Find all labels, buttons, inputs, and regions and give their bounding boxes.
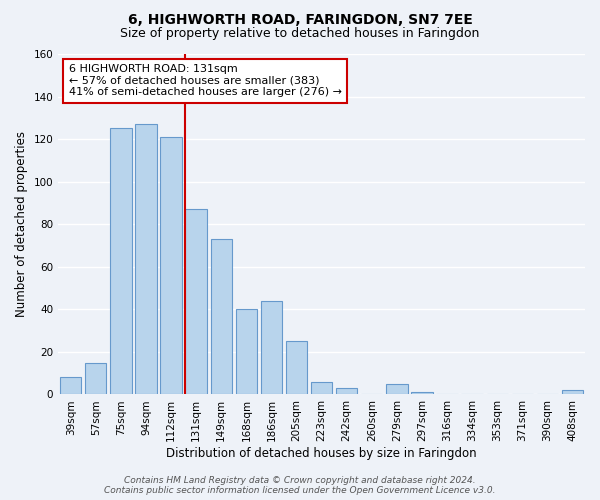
Bar [311, 382, 332, 394]
Bar [185, 210, 207, 394]
Bar [411, 392, 433, 394]
Text: Contains HM Land Registry data © Crown copyright and database right 2024.
Contai: Contains HM Land Registry data © Crown c… [104, 476, 496, 495]
Bar [336, 388, 358, 394]
Bar [85, 362, 106, 394]
Bar [136, 124, 157, 394]
Bar [261, 301, 282, 394]
Bar [236, 310, 257, 394]
Y-axis label: Number of detached properties: Number of detached properties [15, 131, 28, 317]
X-axis label: Distribution of detached houses by size in Faringdon: Distribution of detached houses by size … [166, 447, 477, 460]
Bar [60, 378, 82, 394]
Text: 6, HIGHWORTH ROAD, FARINGDON, SN7 7EE: 6, HIGHWORTH ROAD, FARINGDON, SN7 7EE [128, 12, 472, 26]
Bar [386, 384, 407, 394]
Text: 6 HIGHWORTH ROAD: 131sqm
← 57% of detached houses are smaller (383)
41% of semi-: 6 HIGHWORTH ROAD: 131sqm ← 57% of detach… [69, 64, 342, 98]
Text: Size of property relative to detached houses in Faringdon: Size of property relative to detached ho… [121, 28, 479, 40]
Bar [286, 342, 307, 394]
Bar [562, 390, 583, 394]
Bar [211, 239, 232, 394]
Bar [160, 137, 182, 394]
Bar [110, 128, 131, 394]
